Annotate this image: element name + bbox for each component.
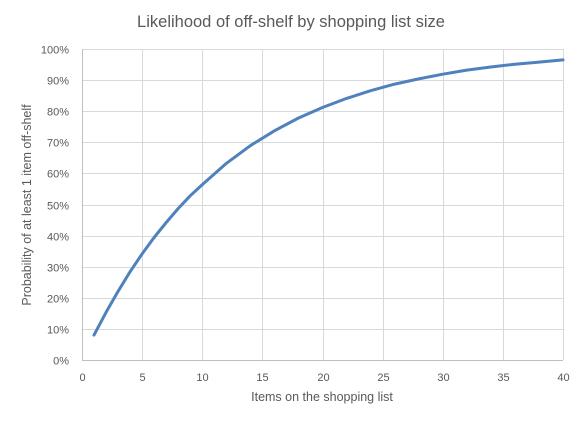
y-tick-label: 90% xyxy=(47,76,69,88)
y-tick-label: 60% xyxy=(47,169,69,181)
x-tick-label: 20 xyxy=(317,372,329,384)
y-tick-labels: 0% 10% 20% 30% 40% 50% 60% 70% 80% 90% 100% xyxy=(41,45,69,368)
y-tick-label: 100% xyxy=(41,45,69,57)
x-tick-label: 30 xyxy=(437,372,449,384)
y-axis-label: Probability of at least 1 item off-shelf xyxy=(20,104,34,306)
gridlines xyxy=(82,49,564,360)
x-tick-label: 15 xyxy=(256,372,268,384)
y-tick-label: 30% xyxy=(47,263,69,275)
chart-title: Likelihood of off-shelf by shopping list… xyxy=(137,13,445,31)
y-tick-label: 80% xyxy=(47,107,69,119)
y-tick-label: 50% xyxy=(47,201,69,213)
x-tick-label: 35 xyxy=(497,372,509,384)
y-tick-label: 70% xyxy=(47,138,69,150)
series-group xyxy=(92,58,565,337)
x-tick-label: 5 xyxy=(139,372,145,384)
x-tick-label: 25 xyxy=(377,372,389,384)
x-axis-label: Items on the shopping list xyxy=(251,390,393,404)
x-tick-label: 40 xyxy=(557,372,569,384)
y-tick-label: 20% xyxy=(47,294,69,306)
y-tick-label: 40% xyxy=(47,232,69,244)
y-tick-label: 0% xyxy=(53,356,69,368)
x-tick-label: 10 xyxy=(196,372,208,384)
axes xyxy=(82,49,563,361)
series-line xyxy=(92,58,565,337)
y-tick-label: 10% xyxy=(47,325,69,337)
x-tick-label: 0 xyxy=(79,372,85,384)
x-tick-labels: 0 5 10 15 20 25 30 35 40 xyxy=(79,372,569,384)
